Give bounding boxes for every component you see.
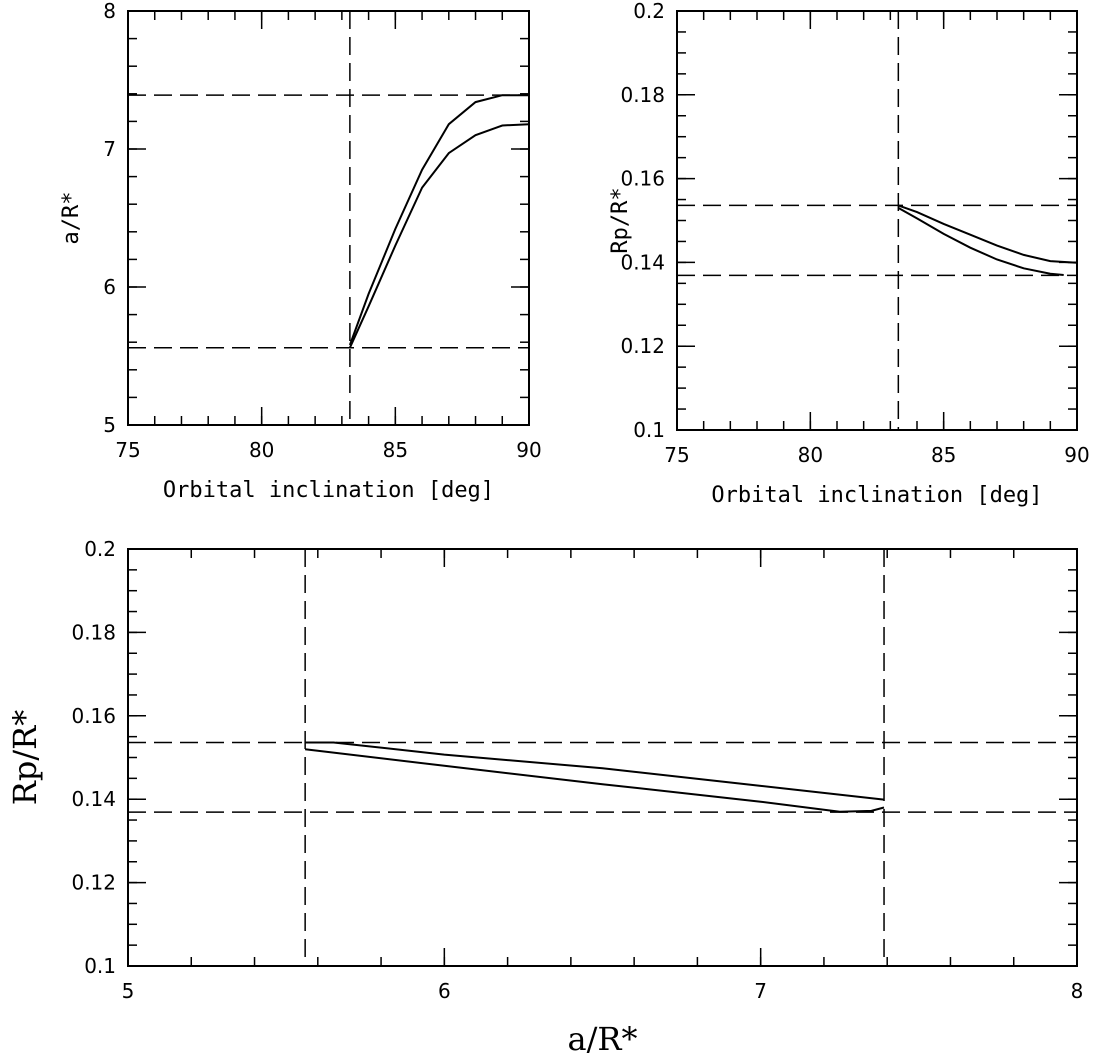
x-tick-label: 80 (798, 443, 823, 467)
y-tick-label: 0.12 (620, 334, 665, 358)
y-tick-label: 0.2 (84, 537, 116, 561)
plot-frame (676, 10, 1078, 431)
x-tick-label: 85 (931, 443, 956, 467)
y-tick-label: 0.14 (71, 787, 116, 811)
contour-curve-1 (348, 94, 529, 346)
contour-curve-1 (305, 741, 885, 801)
y-tick-label: 6 (103, 275, 116, 299)
y-tick-label: 0.1 (633, 418, 665, 442)
x-axis-title: Orbital inclination [deg] (163, 478, 494, 503)
chart-panel-1: 75 80 85 90 5 6 7 8 Orbital inclination [deg] a/R… (59, 0, 542, 503)
y-tick-label: 8 (103, 0, 116, 23)
y-tick-label: 0.1 (84, 954, 116, 978)
x-tick-label: 8 (1071, 979, 1084, 1003)
y-tick-label: 0.12 (71, 871, 116, 895)
y-tick-label: 7 (103, 137, 116, 161)
contour-curve-2 (304, 748, 885, 813)
plot-frame (127, 10, 530, 426)
x-tick-label: 75 (115, 438, 140, 462)
x-tick-label: 5 (122, 979, 135, 1003)
plot-frame (127, 548, 1078, 967)
contour-curve-1 (897, 204, 1078, 264)
contour-curve-2 (897, 207, 1064, 276)
y-tick-label: 0.2 (633, 0, 665, 23)
x-tick-label: 80 (249, 438, 274, 462)
x-tick-label: 7 (754, 979, 767, 1003)
chart-panel-2: 75 80 85 90 0.1 0.12 0.14 0.16 0.18 0.2 Orbital in… (608, 0, 1090, 508)
x-tick-label: 85 (383, 438, 408, 462)
y-tick-label: 0.16 (620, 167, 665, 191)
x-tick-label: 90 (1064, 443, 1089, 467)
y-tick-label: 0.18 (620, 83, 665, 107)
x-tick-label: 6 (438, 979, 451, 1003)
x-axis-title: Orbital inclination [deg] (711, 483, 1042, 508)
y-tick-label: 0.14 (620, 250, 665, 274)
x-tick-label: 90 (516, 438, 541, 462)
x-axis-title: a/R* (568, 1020, 638, 1058)
y-axis-title: Rp/R* (6, 710, 44, 805)
contour-curve-2 (348, 123, 530, 349)
x-tick-label: 75 (664, 443, 689, 467)
chart-panel-3: 5 6 7 8 0.1 0.12 0.14 0.16 0.18 0.2 a/R* Rp/R* (6, 537, 1083, 1058)
y-axis-title: a/R* (59, 192, 84, 245)
y-tick-label: 5 (103, 413, 116, 437)
y-axis-title: Rp/R* (608, 187, 633, 253)
y-tick-label: 0.18 (71, 620, 116, 644)
y-tick-label: 0.16 (71, 704, 116, 728)
